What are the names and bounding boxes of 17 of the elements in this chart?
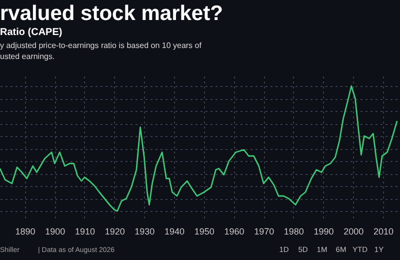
x-tick-label: 1990	[314, 226, 334, 236]
x-tick-label: 2000	[344, 226, 364, 236]
x-tick-label: 1930	[134, 226, 155, 236]
x-tick-label: 1940	[164, 226, 185, 236]
chart-subtitle: Ratio (CAPE)	[0, 27, 62, 38]
x-tick-label: 2010	[373, 226, 394, 236]
x-tick-label: 1920	[104, 226, 125, 236]
x-tick-label: 1950	[194, 226, 214, 236]
text: y adjusted price-to-earnings ratio is based on 10 years of	[0, 41, 202, 50]
x-tick-label: 1890	[15, 226, 36, 236]
x-tick-label: 1970	[254, 226, 274, 236]
text: usted earnings.	[0, 52, 55, 61]
x-tick-label: 1910	[74, 226, 95, 236]
chart-title: rvalued stock market?	[0, 2, 223, 25]
x-tick-label: 1980	[284, 226, 304, 236]
x-tick-label: 1900	[45, 226, 66, 236]
x-tick-label: 1960	[224, 226, 244, 236]
